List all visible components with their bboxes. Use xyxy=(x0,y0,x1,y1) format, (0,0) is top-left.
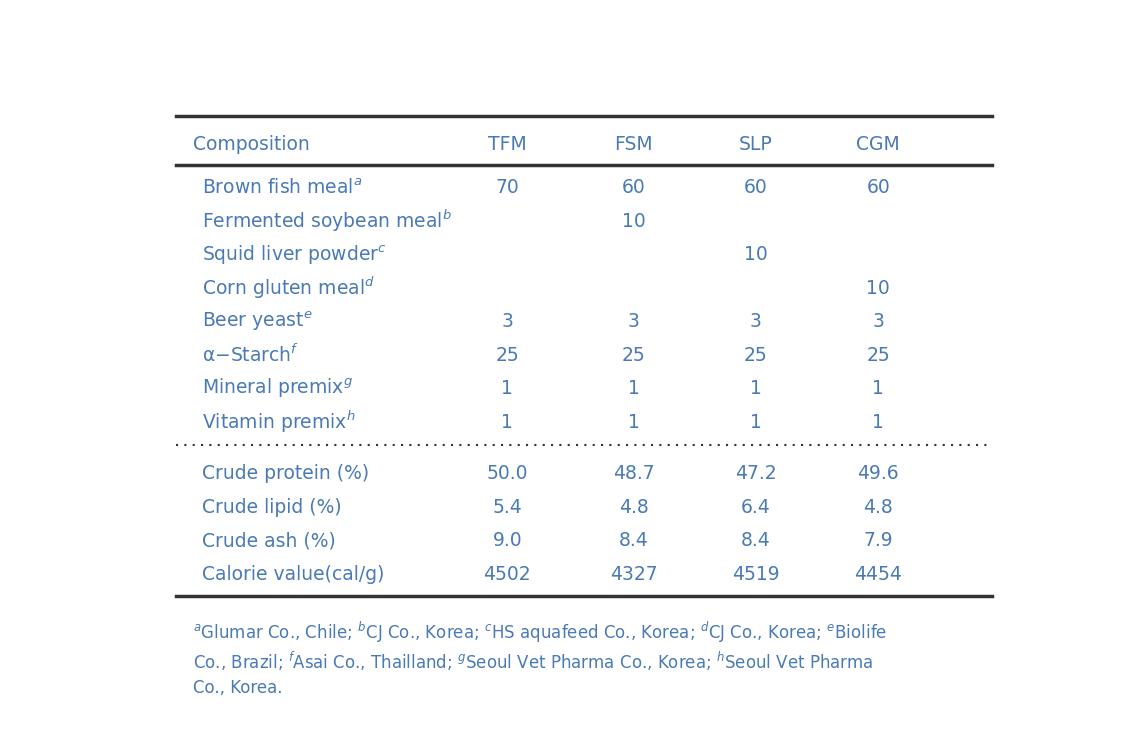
Text: Co., Brazil; $^{f}$Asai Co., Thailland; $^{g}$Seoul Vet Pharma Co., Korea; $^{h}: Co., Brazil; $^{f}$Asai Co., Thailland; … xyxy=(194,649,874,673)
Text: 60: 60 xyxy=(866,178,890,198)
Text: 25: 25 xyxy=(622,346,645,365)
Text: 8.4: 8.4 xyxy=(741,531,771,551)
Text: Calorie value(cal/g): Calorie value(cal/g) xyxy=(202,565,384,583)
Text: 4327: 4327 xyxy=(610,565,658,583)
Text: 10: 10 xyxy=(744,246,768,264)
Text: 70: 70 xyxy=(495,178,519,198)
Text: 10: 10 xyxy=(622,212,645,231)
Text: 25: 25 xyxy=(495,346,519,365)
Text: 1: 1 xyxy=(750,379,762,398)
Text: Squid liver powder$^{c}$: Squid liver powder$^{c}$ xyxy=(202,243,386,267)
Text: 1: 1 xyxy=(628,413,640,431)
Text: α−Starch$^{f}$: α−Starch$^{f}$ xyxy=(202,344,300,366)
Text: 1: 1 xyxy=(873,379,884,398)
Text: 3: 3 xyxy=(501,312,513,331)
Text: 25: 25 xyxy=(866,346,890,365)
Text: 4454: 4454 xyxy=(855,565,902,583)
Text: Crude lipid (%): Crude lipid (%) xyxy=(202,498,341,517)
Text: Mineral premix$^{g}$: Mineral premix$^{g}$ xyxy=(202,377,352,400)
Text: Brown fish meal$^{a}$: Brown fish meal$^{a}$ xyxy=(202,178,363,198)
Text: 1: 1 xyxy=(501,379,513,398)
Text: 49.6: 49.6 xyxy=(857,464,899,484)
Text: 4519: 4519 xyxy=(732,565,780,583)
Text: 1: 1 xyxy=(628,379,640,398)
Text: 50.0: 50.0 xyxy=(486,464,528,484)
Text: Composition: Composition xyxy=(194,135,310,154)
Text: 7.9: 7.9 xyxy=(864,531,893,551)
Text: 4.8: 4.8 xyxy=(619,498,649,517)
Text: 10: 10 xyxy=(866,279,890,298)
Text: 5.4: 5.4 xyxy=(492,498,522,517)
Text: 9.0: 9.0 xyxy=(492,531,522,551)
Text: 1: 1 xyxy=(750,413,762,431)
Text: 3: 3 xyxy=(750,312,762,331)
Text: 4.8: 4.8 xyxy=(864,498,893,517)
Text: Co., Korea.: Co., Korea. xyxy=(194,679,283,697)
Text: 48.7: 48.7 xyxy=(613,464,654,484)
Text: 47.2: 47.2 xyxy=(735,464,777,484)
Text: $^{a}$Glumar Co., Chile; $^{b}$CJ Co., Korea; $^{c}$HS aquafeed Co., Korea; $^{d: $^{a}$Glumar Co., Chile; $^{b}$CJ Co., K… xyxy=(194,619,887,645)
Text: 4502: 4502 xyxy=(483,565,531,583)
Text: 1: 1 xyxy=(873,413,884,431)
Text: SLP: SLP xyxy=(739,135,772,154)
Text: 1: 1 xyxy=(501,413,513,431)
Text: 6.4: 6.4 xyxy=(741,498,771,517)
Text: 3: 3 xyxy=(873,312,884,331)
Text: TFM: TFM xyxy=(488,135,527,154)
Text: Crude ash (%): Crude ash (%) xyxy=(202,531,336,551)
Text: Corn gluten meal$^{d}$: Corn gluten meal$^{d}$ xyxy=(202,275,375,301)
Text: 60: 60 xyxy=(622,178,645,198)
Text: 25: 25 xyxy=(744,346,768,365)
Text: 3: 3 xyxy=(628,312,640,331)
Text: Crude protein (%): Crude protein (%) xyxy=(202,464,369,484)
Text: Vitamin premix$^{h}$: Vitamin premix$^{h}$ xyxy=(202,409,356,435)
Text: 8.4: 8.4 xyxy=(619,531,649,551)
Text: Beer yeast$^{e}$: Beer yeast$^{e}$ xyxy=(202,310,312,333)
Text: CGM: CGM xyxy=(856,135,900,154)
Text: Fermented soybean meal$^{b}$: Fermented soybean meal$^{b}$ xyxy=(202,208,452,234)
Text: FSM: FSM xyxy=(615,135,653,154)
Text: 60: 60 xyxy=(744,178,768,198)
